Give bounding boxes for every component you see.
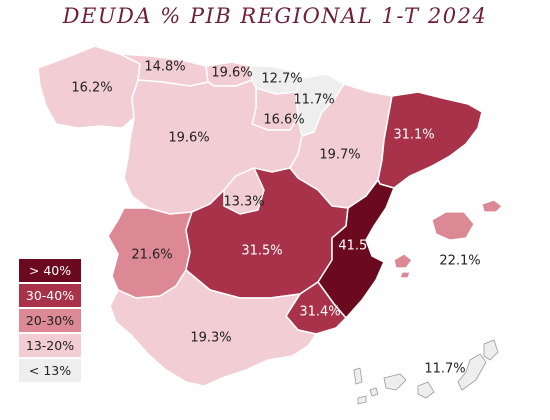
island-fuerteventura[interactable] — [457, 353, 487, 391]
island-gomera[interactable] — [369, 387, 379, 397]
label-madrid: 13.3% — [223, 194, 265, 210]
legend-item-20-30: 20-30% — [19, 309, 81, 332]
legend: > 40% 30-40% 20-30% 13-20% < 13% — [19, 259, 81, 384]
island-gran-canaria[interactable] — [417, 381, 435, 399]
island-mallorca[interactable] — [431, 211, 475, 241]
label-cataluna: 31.1% — [393, 127, 435, 143]
label-andalucia: 19.3% — [190, 330, 232, 346]
label-extremadura: 21.6% — [131, 247, 173, 263]
label-castilla-leon: 19.6% — [168, 130, 210, 146]
island-menorca[interactable] — [481, 199, 503, 213]
label-galicia: 16.2% — [71, 80, 113, 96]
legend-item-gt40: > 40% — [19, 259, 81, 282]
label-pais-vasco: 12.7% — [261, 71, 303, 87]
label-la-rioja: 16.6% — [263, 112, 305, 128]
map-title: DEUDA % PIB REGIONAL 1-T 2024 — [62, 4, 488, 28]
island-la-palma[interactable] — [353, 367, 363, 385]
label-castilla-la-mancha: 31.5% — [241, 243, 283, 259]
label-aragon: 19.7% — [319, 147, 361, 163]
label-murcia: 31.4% — [299, 304, 341, 320]
region-andalucia[interactable] — [109, 269, 317, 387]
label-baleares: 22.1% — [439, 253, 481, 269]
region-madrid[interactable] — [223, 167, 265, 215]
island-tenerife[interactable] — [383, 373, 407, 391]
label-valencia: 41.5% — [338, 238, 380, 254]
region-valencia[interactable] — [317, 179, 395, 319]
legend-item-lt13: < 13% — [19, 359, 81, 382]
label-asturias: 14.8% — [144, 59, 186, 75]
label-canarias: 11.7% — [424, 361, 466, 377]
island-el-hierro[interactable] — [357, 395, 367, 405]
label-navarra: 11.7% — [293, 92, 335, 108]
island-ibiza[interactable] — [393, 253, 413, 269]
legend-item-30-40: 30-40% — [19, 284, 81, 307]
region-cataluna[interactable] — [377, 91, 483, 189]
island-lanzarote[interactable] — [483, 339, 499, 361]
island-formentera[interactable] — [399, 271, 411, 279]
legend-item-13-20: 13-20% — [19, 334, 81, 357]
label-cantabria: 19.6% — [211, 65, 253, 81]
